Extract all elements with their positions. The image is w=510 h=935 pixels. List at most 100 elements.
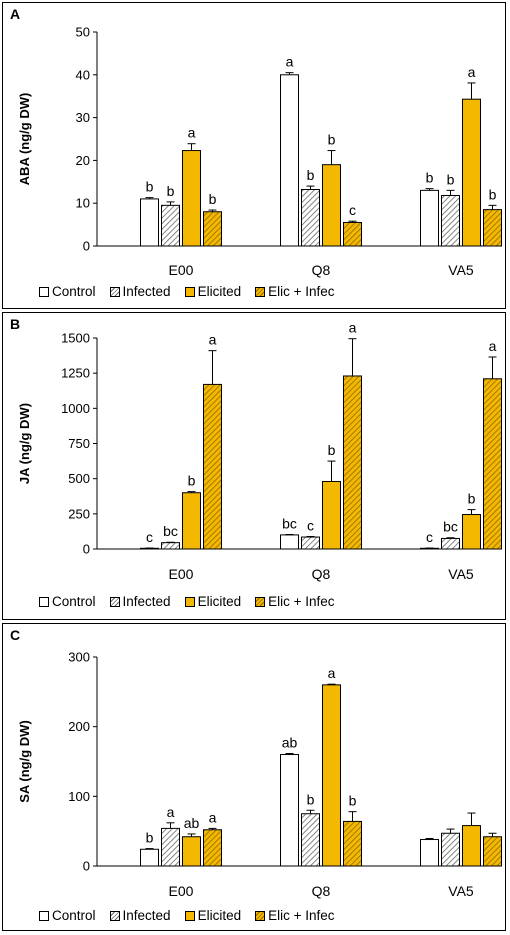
legend-item-infected: Infected — [109, 594, 171, 609]
significance-letter: a — [328, 665, 336, 681]
significance-letter: b — [146, 179, 154, 195]
swatch-elic-infec — [255, 596, 266, 607]
bar — [343, 375, 362, 550]
swatch-infected — [109, 286, 120, 297]
panel-a: A ABA (ng/g DW) 0 10 20 30 40 50 b b a b E00 a b b c Q8 b… — [2, 2, 506, 309]
significance-letter: b — [349, 793, 357, 809]
legend-item-elic-infec: Elic + Infec — [255, 908, 335, 923]
category-label: VA5 — [448, 262, 474, 278]
bar — [161, 542, 180, 550]
legend-label: Infected — [122, 594, 171, 609]
significance-letter: bc — [163, 523, 178, 539]
y-tick-label: 50 — [76, 25, 90, 40]
bar — [280, 754, 299, 867]
swatch-infected — [109, 596, 120, 607]
bar — [140, 198, 159, 247]
swatch-elicited — [184, 910, 195, 921]
panel-b: B JA (ng/g DW) 0 250 500 750 1000 1250 1500 c bc b… — [2, 312, 506, 620]
significance-letter: a — [468, 64, 476, 80]
significance-letter: b — [426, 170, 434, 186]
significance-letter: b — [447, 171, 455, 187]
bar — [203, 383, 222, 550]
significance-letter: a — [349, 320, 357, 336]
bar — [280, 534, 299, 550]
swatch-elic-infec — [255, 910, 266, 921]
significance-letter: c — [307, 517, 314, 533]
significance-letter: c — [349, 202, 356, 218]
bar — [301, 536, 320, 550]
significance-letter: bc — [282, 516, 297, 532]
y-tick-label: 20 — [76, 153, 90, 168]
y-tick-label: 0 — [83, 239, 90, 254]
bar — [441, 832, 460, 867]
significance-letter: b — [188, 473, 196, 489]
significance-letter: a — [489, 338, 497, 354]
y-tick-label: 500 — [68, 471, 90, 486]
significance-letter: a — [286, 54, 294, 70]
bar — [301, 189, 320, 247]
bar — [441, 194, 460, 247]
significance-letter: ab — [184, 815, 200, 831]
legend-label: Elic + Infec — [268, 908, 335, 923]
y-tick-label: 1250 — [61, 366, 90, 381]
bar — [203, 829, 222, 867]
legend-item-elicited: Elicited — [184, 908, 241, 923]
bar — [441, 537, 460, 550]
swatch-elicited — [184, 596, 195, 607]
significance-letter: b — [146, 830, 154, 846]
panel-letter: B — [10, 316, 21, 332]
y-axis-label: JA (ng/g DW) — [17, 403, 32, 484]
y-tick-label: 40 — [76, 67, 90, 82]
bar — [462, 98, 481, 247]
legend-item-elicited: Elicited — [184, 594, 241, 609]
significance-letter: b — [167, 183, 175, 199]
legend-item-elicited: Elicited — [184, 284, 241, 299]
y-tick-label: 1000 — [61, 401, 90, 416]
bar — [343, 221, 362, 247]
bar — [182, 150, 201, 247]
category-label: Q8 — [312, 883, 331, 899]
significance-letter: b — [489, 186, 497, 202]
category-label: Q8 — [312, 262, 331, 278]
bar — [182, 836, 201, 867]
legend-item-infected: Infected — [109, 284, 171, 299]
legend-item-elic-infec: Elic + Infec — [255, 594, 335, 609]
significance-letter: c — [426, 529, 433, 545]
significance-letter: c — [146, 529, 153, 545]
legend-item-elic-infec: Elic + Infec — [255, 284, 335, 299]
significance-letter: ab — [282, 734, 298, 750]
category-label: VA5 — [448, 566, 474, 582]
legend-label: Elic + Infec — [268, 284, 335, 299]
significance-letter: bc — [443, 519, 458, 535]
legend-label: Infected — [122, 284, 171, 299]
bar — [280, 74, 299, 247]
category-label: E00 — [169, 883, 194, 899]
bar — [483, 378, 502, 550]
bar — [343, 820, 362, 867]
y-tick-label: 0 — [83, 542, 90, 557]
y-tick-label: 0 — [83, 859, 90, 874]
legend-label: Control — [52, 594, 96, 609]
y-tick-label: 100 — [68, 789, 90, 804]
y-tick-label: 10 — [76, 196, 90, 211]
y-tick-label: 30 — [76, 110, 90, 125]
category-label: Q8 — [312, 566, 331, 582]
bar — [462, 825, 481, 867]
legend-item-control: Control — [39, 908, 96, 923]
significance-letter: b — [307, 167, 315, 183]
significance-letter: b — [328, 132, 336, 148]
bar — [301, 813, 320, 867]
bar — [420, 189, 439, 247]
category-label: VA5 — [448, 883, 474, 899]
swatch-elic-infec — [255, 286, 266, 297]
legend-label: Control — [52, 284, 96, 299]
bar — [420, 839, 439, 867]
y-tick-label: 750 — [68, 436, 90, 451]
bar — [182, 492, 201, 550]
significance-letter: b — [209, 191, 217, 207]
legend-label: Infected — [122, 908, 171, 923]
significance-letter: b — [307, 791, 315, 807]
legend-item-infected: Infected — [109, 908, 171, 923]
